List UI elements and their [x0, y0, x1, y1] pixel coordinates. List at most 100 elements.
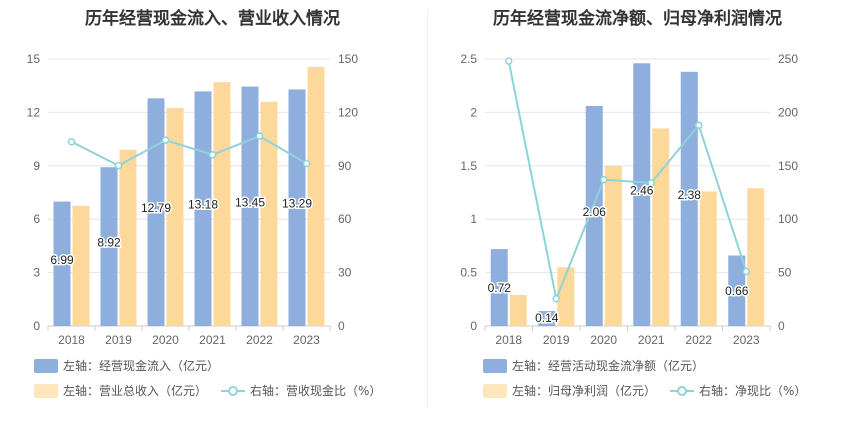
bar-series1 [585, 105, 603, 326]
legend-label-revenue: 左轴：营业总收入（亿元） [63, 384, 208, 398]
legend-item-net-profit[interactable]: 左轴：归母净利润（亿元） [483, 383, 656, 399]
bar-series2 [166, 107, 184, 326]
legend-swatch-net-cash-ratio [670, 384, 695, 398]
bar-data-label: 2.38 [678, 188, 702, 202]
line-point [505, 57, 513, 65]
line-point [161, 136, 170, 144]
left-axis-tick-label: 1.5 [460, 159, 477, 173]
line-point [647, 179, 655, 187]
bar-data-label: 2.06 [583, 205, 607, 219]
legend-item-cash-inflow[interactable]: 左轴：经营现金流入（亿元） [34, 358, 219, 374]
left-chart-title: 历年经营现金流入、营业收入情况 [85, 9, 340, 29]
legend-item-operating-net-cash[interactable]: 左轴：经营活动现金流净额（亿元） [483, 358, 704, 374]
bar-data-label: 6.99 [50, 253, 74, 267]
legend-row-2: 左轴：营业总收入（亿元） 右轴：营收现金比（%） [34, 383, 395, 399]
bar-series1 [53, 201, 71, 326]
left-axis-tick-label: 0 [33, 319, 40, 333]
left-axis-tick-label: 9 [33, 159, 40, 173]
x-axis-tick-label: 2020 [590, 333, 617, 347]
line-point [208, 151, 217, 159]
legend-label-operating-net-cash: 左轴：经营活动现金流净额（亿元） [512, 359, 705, 373]
bar-series1 [288, 89, 306, 326]
panel-divider [427, 10, 428, 407]
legend-swatch-cash-revenue-ratio [221, 384, 246, 398]
bar-data-label: 0.66 [725, 284, 749, 298]
bar-series1 [633, 63, 651, 326]
bar-series2 [213, 82, 231, 326]
legend-swatch-cash-inflow [34, 359, 58, 373]
bar-data-label: 13.45 [235, 195, 265, 209]
line-point [67, 138, 76, 146]
left-axis-tick-label: 6 [33, 212, 40, 226]
line-point [302, 159, 311, 168]
right-axis-tick-label: 100 [778, 212, 798, 226]
bar-series1 [728, 255, 746, 326]
x-axis-tick-label: 2022 [685, 333, 712, 347]
left-axis-tick-label: 15 [27, 52, 41, 66]
left-axis-tick-label: 1 [470, 212, 477, 226]
right-axis-tick-label: 150 [778, 159, 798, 173]
line-point [600, 175, 608, 184]
legend-item-cash-revenue-ratio[interactable]: 右轴：营收现金比（%） [221, 383, 381, 399]
bar-series2 [652, 128, 670, 326]
bar-series2 [747, 188, 765, 326]
bar-series2 [119, 149, 137, 326]
x-axis-tick-label: 2019 [105, 333, 132, 347]
bar-series1 [100, 167, 118, 326]
line-series [71, 134, 308, 167]
bar-data-label: 0.14 [535, 311, 559, 325]
line-point [742, 267, 750, 276]
x-axis-tick-label: 2023 [293, 333, 320, 347]
bar-series2 [557, 267, 575, 326]
bar-data-label: 12.79 [141, 201, 171, 215]
line-point [552, 295, 560, 303]
left-chart-panel: 历年经营现金流入、营业收入情况 0 0 3 30 6 60 9 90 12 120 15 150 201… [27, 9, 395, 399]
bar-series2 [260, 101, 278, 326]
x-axis-tick-label: 2021 [199, 333, 226, 347]
bar-series2 [307, 67, 325, 326]
legend-label-cash-inflow: 左轴：经营现金流入（亿元） [63, 359, 220, 373]
legend-item-net-cash-ratio[interactable]: 右轴：净现比（%） [670, 383, 806, 399]
line-point [695, 121, 703, 129]
x-axis-tick-label: 2022 [246, 333, 273, 347]
left-axis-tick-label: 2.5 [460, 52, 477, 66]
bar-series2 [604, 165, 622, 326]
bar-series1 [680, 71, 698, 326]
right-chart-svg: 0 0 0.5 50 1 100 1.5 150 2 200 2.5 250 2018 2019 2020 2… [460, 52, 798, 347]
right-axis-tick-label: 50 [778, 266, 792, 280]
bar-series2 [699, 191, 717, 326]
right-chart-title: 历年经营现金流净额、归母净利润情况 [493, 9, 782, 29]
right-axis-tick-label: 0 [778, 319, 785, 333]
right-axis-tick-label: 120 [338, 105, 358, 119]
right-axis-tick-label: 250 [778, 52, 798, 66]
left-axis-tick-label: 3 [33, 266, 40, 280]
legend-item-revenue[interactable]: 左轴：营业总收入（亿元） [34, 383, 207, 399]
x-axis-tick-label: 2018 [495, 333, 522, 347]
bar-series1 [538, 311, 556, 326]
legend-row-2: 左轴：归母净利润（亿元） 右轴：净现比（%） [483, 383, 820, 399]
right-axis-tick-label: 150 [338, 52, 358, 66]
right-axis-tick-label: 30 [338, 266, 352, 280]
legend-swatch-net-profit [483, 384, 507, 398]
line-point [114, 161, 123, 170]
x-axis-tick-label: 2018 [58, 333, 85, 347]
left-axis-tick-label: 0 [470, 319, 477, 333]
legend-row-1: 左轴：经营现金流入（亿元） [34, 358, 233, 374]
line-point [255, 132, 264, 140]
line-series [507, 60, 748, 303]
bar-series1 [241, 86, 259, 326]
bar-data-label: 8.92 [97, 236, 121, 250]
legend-swatch-revenue [34, 384, 58, 398]
bar-series2 [72, 205, 90, 326]
legend-swatch-operating-net-cash [483, 359, 507, 373]
legend-row-1: 左轴：经营活动现金流净额（亿元） [483, 358, 718, 374]
bar-series1 [490, 249, 508, 326]
bar-data-label: 0.72 [488, 281, 512, 295]
legend-label-cash-revenue-ratio: 右轴：营收现金比（%） [250, 384, 382, 398]
legend-label-net-cash-ratio: 右轴：净现比（%） [699, 384, 807, 398]
bar-series2 [509, 295, 527, 326]
left-axis-tick-label: 0.5 [460, 266, 477, 280]
right-axis-tick-label: 60 [338, 212, 352, 226]
left-axis-tick-label: 12 [27, 105, 41, 119]
right-axis-tick-label: 200 [778, 105, 798, 119]
